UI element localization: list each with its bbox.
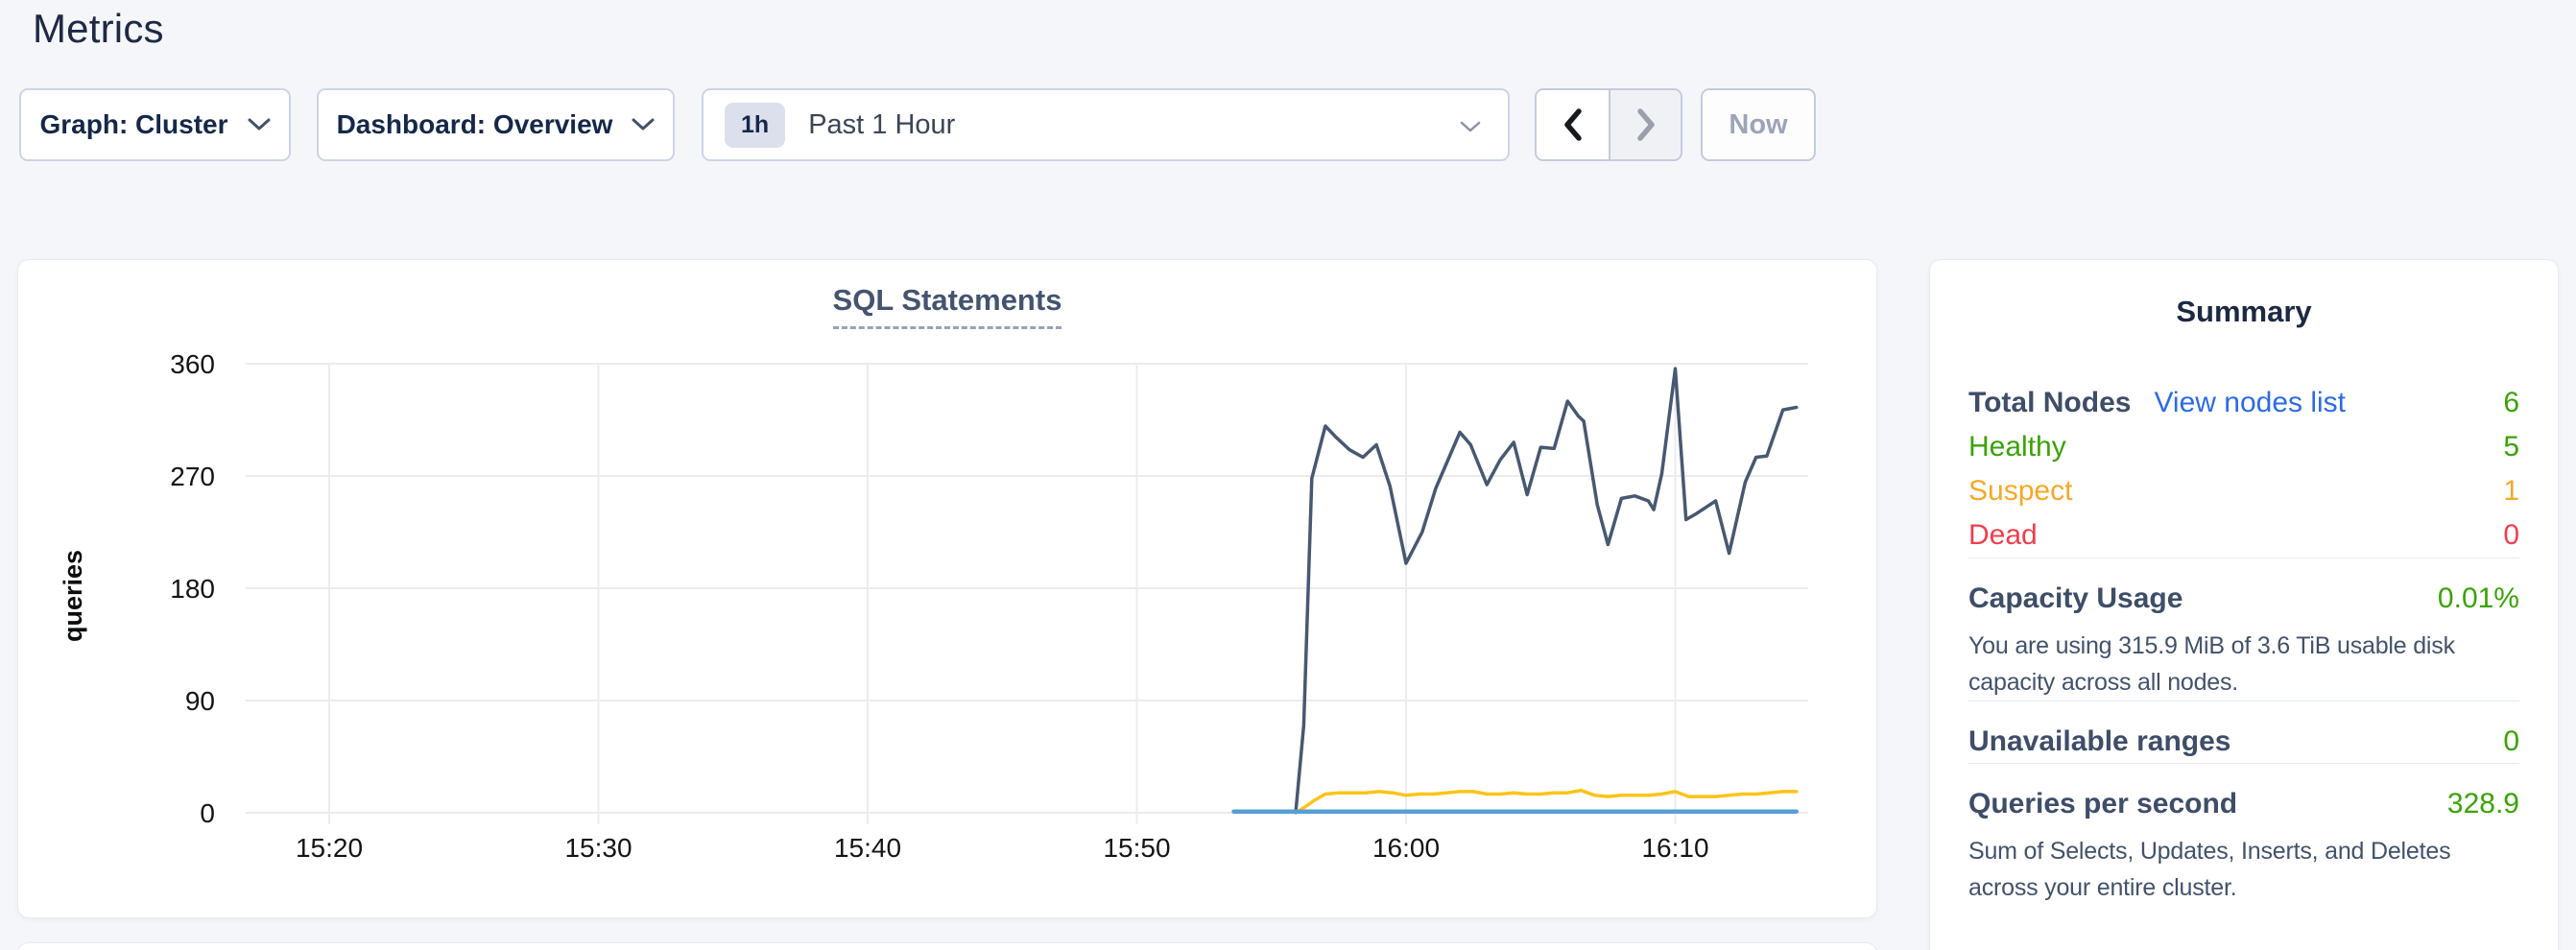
unavailable-ranges-section: Unavailable ranges 0 (1968, 721, 2519, 763)
summary-panel: Summary Total Nodes View nodes list 6 He… (1929, 259, 2559, 950)
capacity-usage-description: You are using 315.9 MiB of 3.6 TiB usabl… (1968, 632, 2455, 696)
svg-text:0: 0 (200, 798, 215, 828)
svg-text:270: 270 (170, 462, 215, 491)
capacity-usage-value: 0.01% (2437, 582, 2519, 614)
capacity-usage-label: Capacity Usage (1968, 582, 2183, 614)
chevron-left-icon (1563, 108, 1582, 141)
queries-per-second-section: Queries per second 328.9 Sum of Selects,… (1968, 783, 2519, 906)
time-range-label: Past 1 Hour (808, 108, 956, 140)
sql-statements-chart[interactable]: 0 90 180 270 360 15:20 15:30 15:40 15:50 16:00 16:… (18, 260, 1878, 919)
dead-label: Dead (1968, 519, 2038, 551)
chart-title-wrap: SQL Statements (18, 283, 1876, 329)
time-range-badge: 1h (725, 102, 786, 148)
time-step-buttons (1535, 88, 1682, 161)
queries-per-second-value: 328.9 (2446, 788, 2519, 819)
time-range-selector[interactable]: 1h Past 1 Hour (702, 88, 1510, 161)
summary-title: Summary (2176, 295, 2312, 328)
total-nodes-value: 6 (2503, 387, 2519, 418)
divider (1968, 763, 2519, 764)
graph-dropdown-label: Graph: Cluster (39, 109, 228, 139)
svg-text:360: 360 (170, 349, 215, 379)
svg-text:15:20: 15:20 (296, 833, 363, 863)
capacity-usage-section: Capacity Usage 0.01% You are using 315.9… (1968, 578, 2519, 701)
chevron-down-icon (248, 118, 271, 131)
next-time-button[interactable] (1609, 90, 1681, 159)
suspect-label: Suspect (1968, 475, 2073, 507)
dashboard-dropdown[interactable]: Dashboard: Overview (317, 88, 675, 161)
dead-value: 0 (2503, 519, 2519, 551)
page-title: Metrics (33, 6, 164, 51)
queries-per-second-label: Queries per second (1968, 788, 2238, 819)
view-nodes-list-link[interactable]: View nodes list (2154, 387, 2347, 418)
healthy-nodes-row: Healthy 5 (1968, 425, 2519, 469)
sql-statements-card: 0 90 180 270 360 15:20 15:30 15:40 15:50 16:00 16:… (17, 259, 1877, 918)
svg-text:15:50: 15:50 (1103, 833, 1170, 863)
suspect-value: 1 (2503, 475, 2519, 507)
svg-text:90: 90 (185, 686, 215, 716)
suspect-nodes-row: Suspect 1 (1968, 469, 2519, 513)
unavailable-ranges-label: Unavailable ranges (1968, 725, 2231, 757)
prev-time-button[interactable] (1537, 90, 1609, 159)
unavailable-ranges-value: 0 (2503, 725, 2519, 757)
svg-text:queries: queries (59, 550, 87, 642)
toolbar: Graph: Cluster Dashboard: Overview 1h Pa… (19, 88, 1816, 161)
chevron-right-icon (1636, 108, 1655, 141)
total-nodes-label: Total Nodes (1968, 387, 2132, 418)
chart-title[interactable]: SQL Statements (832, 283, 1062, 329)
svg-text:15:40: 15:40 (834, 833, 901, 863)
now-button[interactable]: Now (1701, 88, 1816, 161)
dead-nodes-row: Dead 0 (1968, 513, 2519, 558)
svg-text:16:00: 16:00 (1372, 833, 1440, 863)
svg-text:16:10: 16:10 (1641, 833, 1708, 863)
healthy-value: 5 (2503, 431, 2519, 463)
chevron-down-icon (1460, 121, 1481, 132)
total-nodes-row: Total Nodes View nodes list 6 (1968, 381, 2519, 425)
node-status-rows: Total Nodes View nodes list 6 Healthy 5 … (1968, 381, 2519, 558)
graph-dropdown[interactable]: Graph: Cluster (19, 88, 291, 161)
dashboard-dropdown-label: Dashboard: Overview (336, 109, 613, 139)
healthy-label: Healthy (1968, 431, 2066, 463)
chevron-down-icon (632, 118, 655, 131)
svg-text:15:30: 15:30 (564, 833, 632, 863)
queries-per-second-description: Sum of Selects, Updates, Inserts, and De… (1968, 838, 2451, 901)
next-chart-card-edge (17, 942, 1877, 950)
svg-text:180: 180 (170, 574, 215, 604)
